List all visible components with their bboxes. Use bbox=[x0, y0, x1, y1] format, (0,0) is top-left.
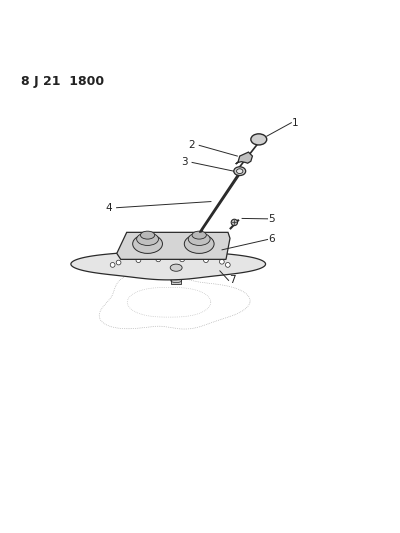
Text: 6: 6 bbox=[268, 235, 275, 245]
Ellipse shape bbox=[234, 167, 246, 175]
Text: 8 J 21  1800: 8 J 21 1800 bbox=[21, 75, 104, 87]
Ellipse shape bbox=[251, 134, 267, 145]
Circle shape bbox=[180, 257, 184, 262]
Text: 5: 5 bbox=[268, 214, 275, 224]
Text: 7: 7 bbox=[229, 276, 236, 285]
Ellipse shape bbox=[231, 219, 238, 225]
Text: 1: 1 bbox=[292, 118, 299, 128]
Ellipse shape bbox=[236, 169, 243, 174]
Ellipse shape bbox=[188, 233, 210, 246]
Ellipse shape bbox=[184, 235, 214, 253]
Circle shape bbox=[226, 263, 230, 267]
Circle shape bbox=[116, 260, 121, 265]
Circle shape bbox=[110, 263, 115, 267]
Circle shape bbox=[136, 258, 141, 263]
Text: 3: 3 bbox=[181, 157, 187, 167]
Text: 2: 2 bbox=[188, 140, 194, 150]
Polygon shape bbox=[71, 249, 266, 280]
Circle shape bbox=[220, 260, 224, 264]
Ellipse shape bbox=[133, 235, 162, 253]
Circle shape bbox=[156, 257, 161, 262]
Ellipse shape bbox=[170, 264, 182, 271]
Polygon shape bbox=[117, 232, 230, 260]
Ellipse shape bbox=[137, 233, 158, 246]
Polygon shape bbox=[236, 152, 252, 164]
Ellipse shape bbox=[170, 262, 182, 269]
Polygon shape bbox=[171, 266, 181, 284]
Ellipse shape bbox=[140, 231, 155, 239]
Text: 4: 4 bbox=[105, 203, 112, 213]
Circle shape bbox=[204, 258, 208, 263]
Ellipse shape bbox=[192, 231, 206, 239]
